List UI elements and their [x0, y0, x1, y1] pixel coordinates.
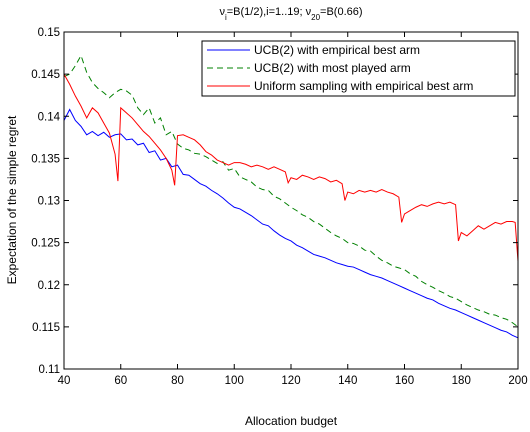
axis-ticks: 40 60 80 100 120 140 160 180 200 0.11 0.115 0.12 0.1… [31, 27, 527, 387]
x-tick-label-3: 100 [225, 375, 244, 387]
title-mid: =B(1/2),i=1..19; ν [227, 6, 312, 18]
x-tick-label-1: 60 [114, 375, 127, 387]
y-tick-label-4: 0.13 [38, 196, 60, 208]
title-nu: ν [219, 6, 225, 18]
x-tick-label-2: 80 [171, 375, 184, 387]
y-tick-label-6: 0.14 [38, 111, 61, 123]
y-axis-label: Expectation of the simple regret [5, 115, 19, 284]
x-tick-label-7: 180 [452, 375, 471, 387]
x-tick-label-6: 160 [395, 375, 414, 387]
title-end: =B(0.66) [320, 6, 363, 18]
legend-label-ucb-most-played: UCB(2) with most played arm [254, 61, 411, 75]
x-axis-label: Allocation budget [245, 414, 338, 428]
series-line-0 [63, 108, 519, 339]
series-line-2 [63, 73, 519, 262]
y-tick-label-2: 0.12 [38, 280, 60, 292]
chart-title: νi=B(1/2),i=1..19; ν20=B(0.66) [219, 6, 362, 22]
x-tick-label-0: 40 [58, 375, 71, 387]
legend-box [201, 40, 516, 97]
series-line-1 [63, 54, 519, 328]
legend-label-ucb-empirical: UCB(2) with empirical best arm [254, 43, 420, 57]
x-tick-label-4: 120 [281, 375, 300, 387]
y-tick-label-3: 0.125 [31, 238, 60, 250]
legend-label-uniform: Uniform sampling with empirical best arm [254, 79, 473, 93]
title-sub-i: i [225, 13, 227, 22]
title-sub-20: 20 [311, 13, 320, 22]
x-tick-label-8: 200 [508, 375, 527, 387]
legend: UCB(2) with empirical best arm UCB(2) wi… [201, 40, 516, 97]
y-tick-label-1: 0.115 [32, 322, 60, 334]
y-tick-label-8: 0.15 [38, 27, 60, 39]
y-tick-label-7: 0.145 [31, 69, 60, 81]
y-tick-label-0: 0.11 [38, 364, 60, 376]
x-tick-label-5: 140 [338, 375, 357, 387]
y-tick-label-5: 0.135 [31, 153, 60, 165]
